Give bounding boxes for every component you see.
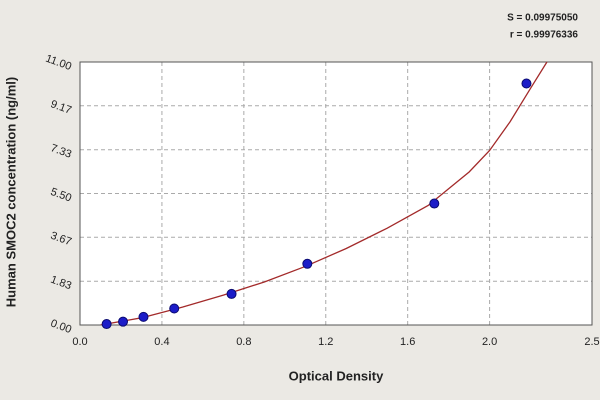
- y-axis-title: Human SMOC2 concentration (ng/ml): [3, 77, 18, 307]
- x-axis-title: Optical Density: [289, 368, 384, 383]
- data-point: [521, 78, 532, 89]
- data-point: [226, 288, 237, 299]
- x-tick-label: 0.4: [154, 336, 169, 348]
- y-tick-label: 3.67: [49, 230, 73, 249]
- plot-border: [79, 61, 593, 326]
- y-tick-label: 9.17: [49, 98, 73, 117]
- x-tick-label: 1.6: [400, 336, 415, 348]
- stat-s: S = 0.09975050: [507, 13, 578, 24]
- data-point: [101, 319, 112, 330]
- y-tick-label: 0.00: [49, 317, 73, 336]
- x-tick-label: 0.0: [72, 336, 87, 348]
- data-point: [118, 316, 129, 327]
- y-tick-label: 11.00: [44, 53, 73, 73]
- stat-r: r = 0.99976336: [510, 30, 579, 41]
- x-tick-label: 0.8: [236, 336, 251, 348]
- y-tick-label: 5.50: [49, 186, 73, 205]
- data-point: [429, 198, 440, 209]
- x-tick-label: 1.2: [318, 336, 333, 348]
- y-tick-label: 7.33: [49, 142, 73, 161]
- data-point: [138, 311, 149, 322]
- data-point: [169, 303, 180, 314]
- x-tick-label: 2.0: [482, 336, 497, 348]
- x-tick-label: 2.5: [584, 336, 599, 348]
- fit-curve: [100, 61, 548, 325]
- y-tick-label: 1.83: [49, 274, 73, 293]
- data-point: [302, 258, 313, 269]
